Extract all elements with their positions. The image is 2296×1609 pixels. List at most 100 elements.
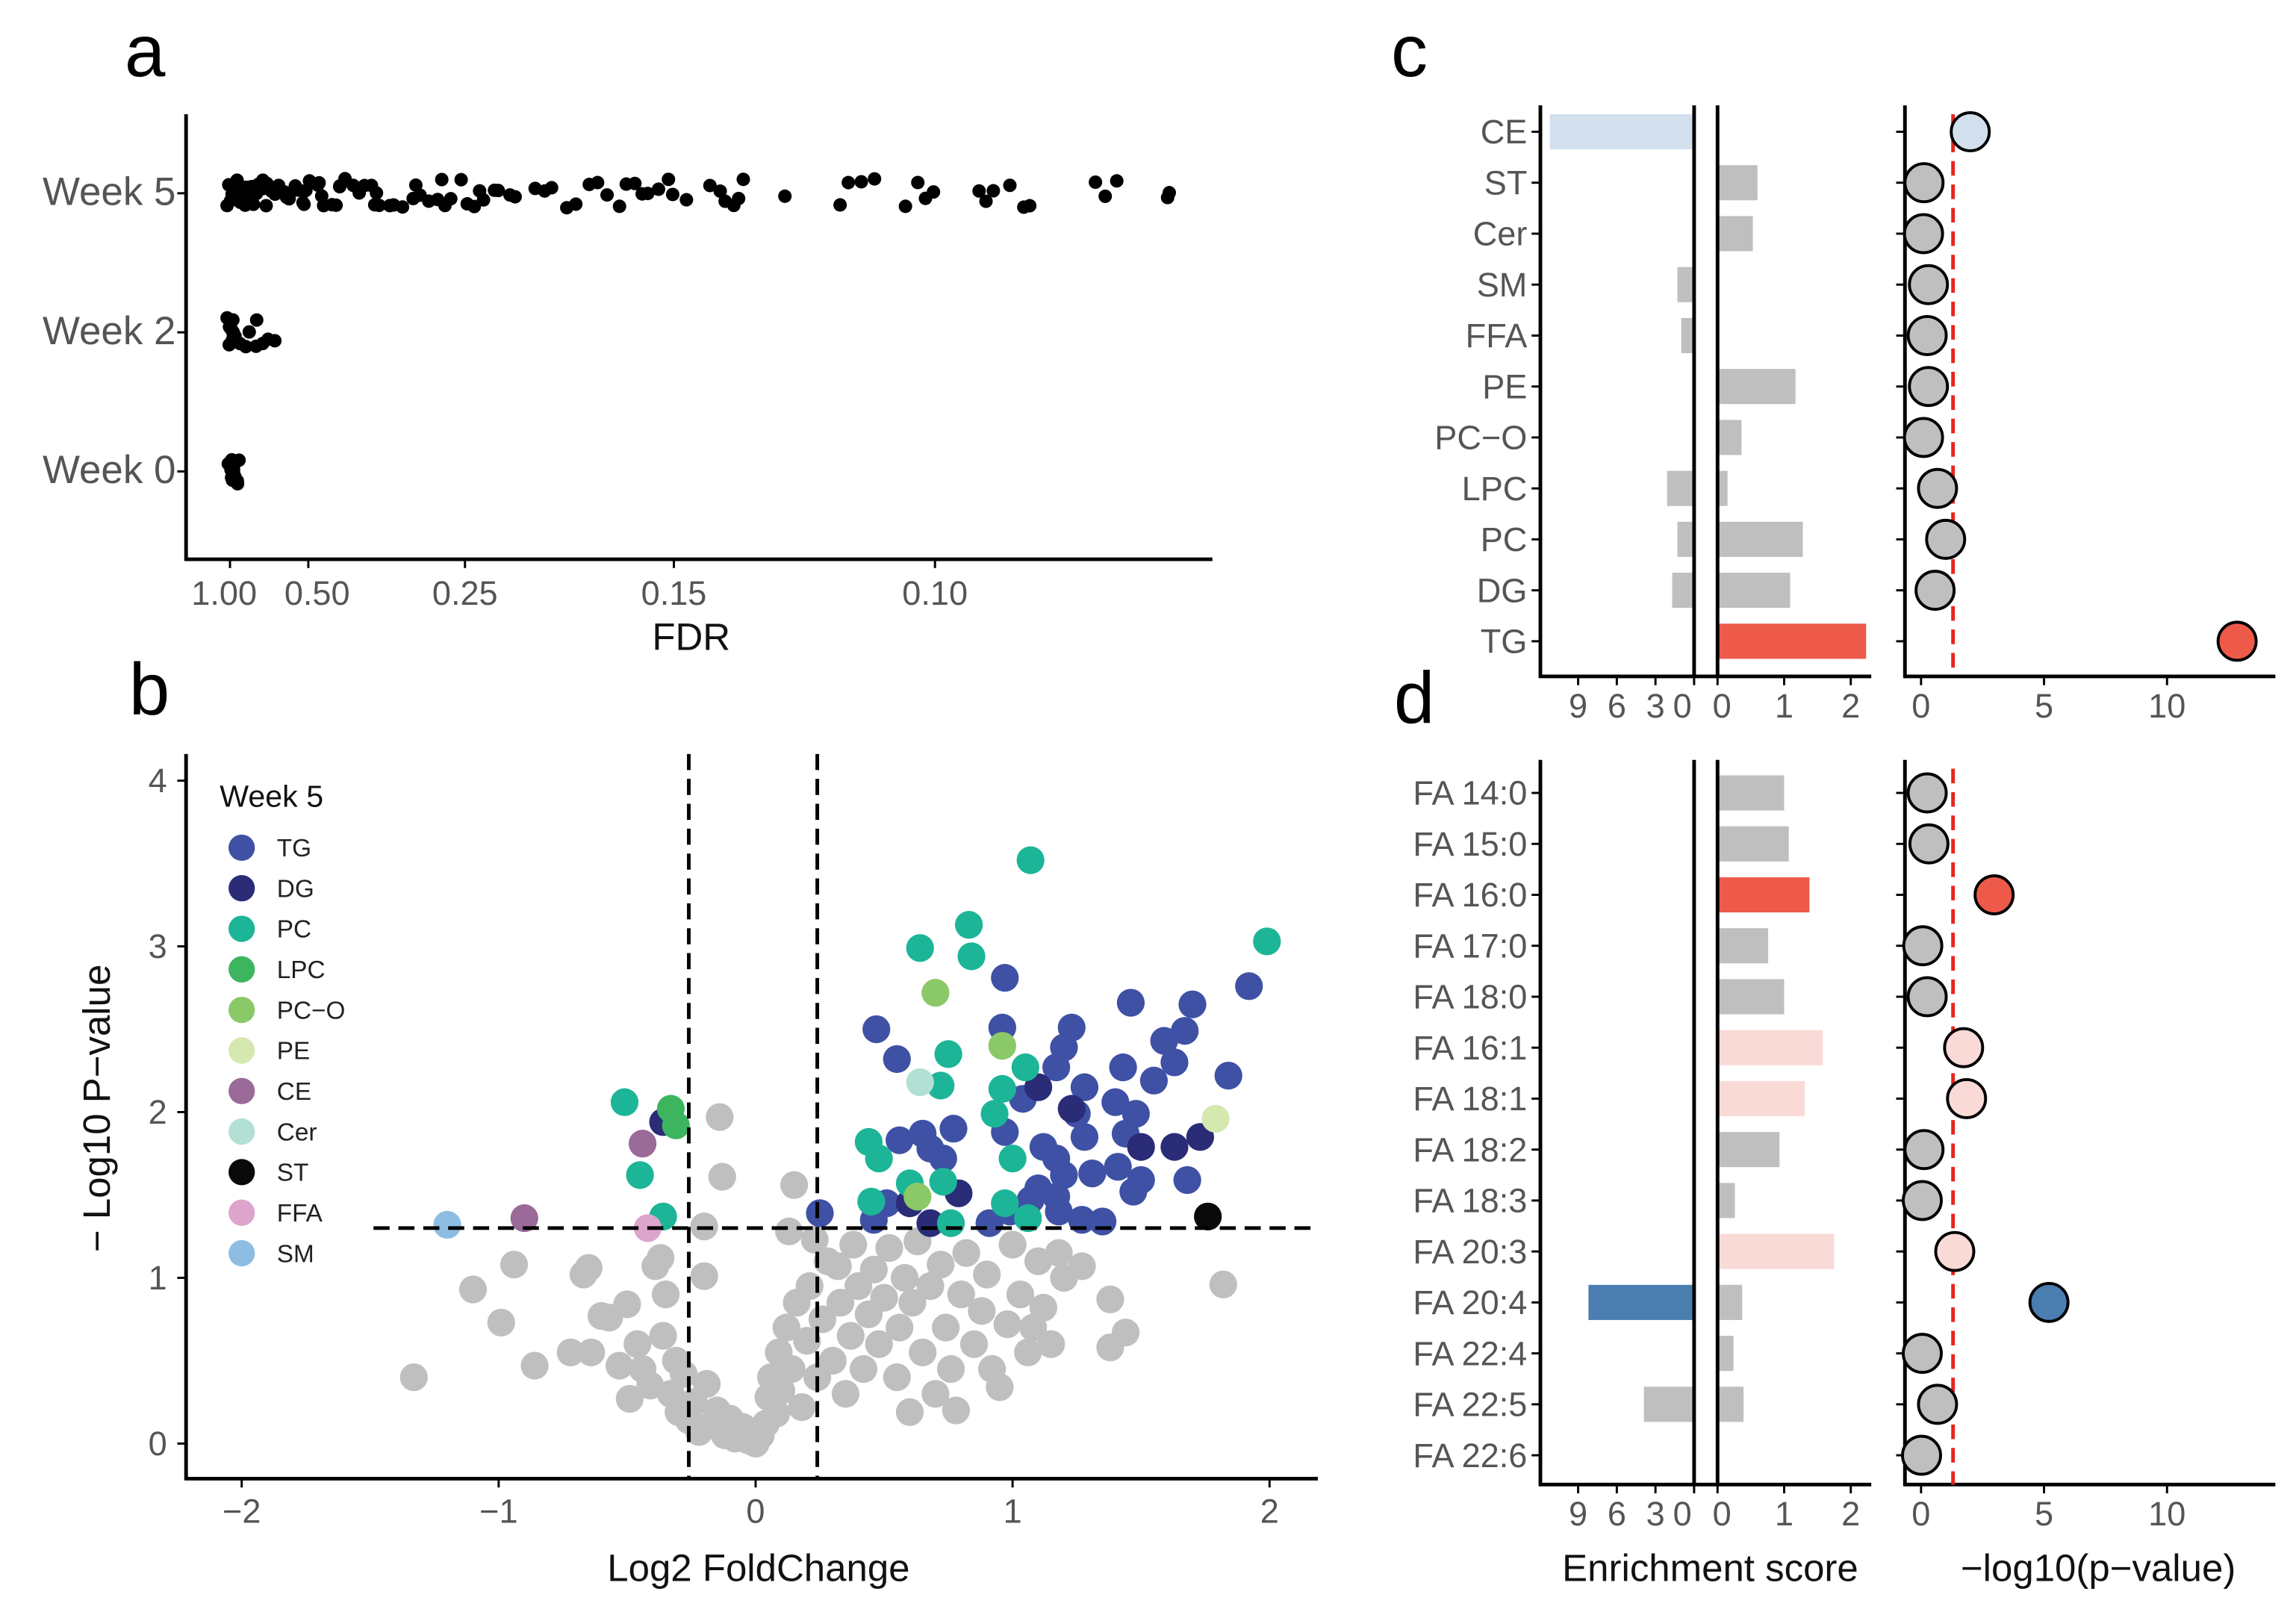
data-point-pc [998, 1145, 1027, 1173]
data-point [231, 476, 245, 491]
data-point [665, 187, 679, 202]
data-point-pc [934, 1040, 962, 1068]
data-point-dg [1057, 1095, 1086, 1123]
data-point [600, 188, 615, 202]
nonsignificant-point [952, 1239, 980, 1267]
data-point [544, 181, 559, 195]
pvalue-dot [1925, 518, 1967, 560]
x-axis-title: Log2 FoldChange [607, 1547, 909, 1590]
data-point [713, 184, 727, 199]
category-label: FFA [1466, 317, 1528, 355]
y-tick-label: 4 [149, 762, 167, 800]
data-point-pc−o [988, 1032, 1016, 1060]
category-label: FA 20:4 [1413, 1283, 1527, 1322]
nonsignificant-point [458, 1275, 488, 1304]
category-label: FA 15:0 [1413, 825, 1527, 863]
negative-enrichment-bar [1667, 470, 1694, 506]
data-point [476, 193, 491, 207]
x-tick-label: 1 [1004, 1492, 1022, 1530]
data-point [628, 176, 642, 190]
positive-enrichment-bar [1717, 216, 1753, 252]
data-point-tg [1119, 1177, 1148, 1206]
data-point-pc [988, 1074, 1016, 1104]
data-point [372, 199, 386, 213]
data-point [736, 172, 750, 187]
negative-enrichment-bar [1677, 521, 1694, 557]
negative-enrichment-bar [1681, 317, 1694, 353]
pvalue-dot [1902, 1180, 1943, 1221]
data-point-tg [1070, 1123, 1099, 1151]
panel-label-a: a [125, 10, 166, 92]
nonsignificant-point [574, 1254, 603, 1282]
category-label: PC [1481, 520, 1528, 558]
pvalue-dot [1950, 111, 1991, 152]
nonsignificant-point [623, 1330, 652, 1358]
data-point [979, 194, 993, 208]
x-tick-label: 1 [1775, 687, 1793, 725]
nonsignificant-point [762, 1399, 791, 1428]
data-point-pc [906, 934, 934, 962]
nonsignificant-point [793, 1327, 821, 1355]
negative-enrichment-bar [1643, 1387, 1694, 1422]
nonsignificant-point [775, 1217, 803, 1245]
legend-label: ST [277, 1160, 309, 1187]
data-point [898, 199, 912, 214]
legend-swatch [228, 1037, 255, 1064]
category-label: ST [1484, 164, 1528, 202]
nonsignificant-point [927, 1251, 955, 1279]
panel-label-c: c [1391, 10, 1428, 92]
nonsignificant-point [831, 1380, 860, 1408]
nonsignificant-point [1209, 1270, 1237, 1298]
data-point [1162, 186, 1177, 200]
nonsignificant-point [947, 1280, 975, 1309]
data-point [232, 453, 246, 467]
data-point-dg [916, 1209, 945, 1237]
nonsignificant-point [916, 1272, 945, 1301]
data-point [508, 190, 522, 204]
nonsignificant-point [942, 1396, 971, 1425]
negative-enrichment-bar [1677, 267, 1694, 302]
legend-label: CE [277, 1078, 311, 1106]
nonsignificant-point [865, 1330, 893, 1358]
data-point [651, 182, 665, 196]
data-point-pc [1011, 1053, 1039, 1082]
data-point [259, 199, 273, 213]
x-tick-label: 9 [1569, 687, 1587, 725]
pvalue-dot [1903, 1129, 1945, 1171]
nonsignificant-point [936, 1354, 965, 1384]
category-label: FA 14:0 [1413, 774, 1527, 812]
nonsignificant-point [959, 1330, 989, 1358]
data-point-dg [1186, 1123, 1214, 1151]
data-point-tg [991, 964, 1019, 992]
data-point-tg [1160, 1048, 1189, 1077]
data-point-tg [1116, 989, 1145, 1017]
x-tick-label: 0 [1911, 1495, 1930, 1533]
x-tick-label: 0.15 [641, 574, 707, 612]
pvalue-dot [1943, 1027, 1985, 1068]
x-tick-label: −2 [223, 1492, 261, 1530]
nonsignificant-point [1029, 1293, 1058, 1322]
nonsignificant-point [647, 1244, 675, 1272]
pvalue-dot [1917, 467, 1959, 509]
data-point [1089, 175, 1103, 190]
data-point [641, 187, 655, 201]
x-axis-title-pvalue: −log10(p−value) [1961, 1547, 2236, 1590]
data-point-tg [806, 1199, 834, 1227]
data-point-tg [1150, 1027, 1178, 1055]
data-point-pc [1016, 846, 1045, 874]
data-point [612, 199, 626, 214]
category-label: FA 17:0 [1413, 927, 1527, 965]
y-tick-label: 3 [149, 927, 167, 965]
category-label: LPC [1462, 470, 1528, 508]
positive-enrichment-bar [1717, 928, 1769, 964]
y-tick-label: Week 5 [43, 170, 176, 214]
data-point-tg [1104, 1153, 1132, 1181]
x-tick-label: 0.10 [902, 574, 968, 612]
data-point-tg [1235, 972, 1263, 1000]
legend-swatch [228, 875, 255, 902]
negative-enrichment-bar [1549, 113, 1694, 150]
x-tick-label: 10 [2148, 687, 2185, 725]
data-point-dg [1160, 1133, 1189, 1161]
positive-enrichment-bar [1717, 775, 1785, 811]
